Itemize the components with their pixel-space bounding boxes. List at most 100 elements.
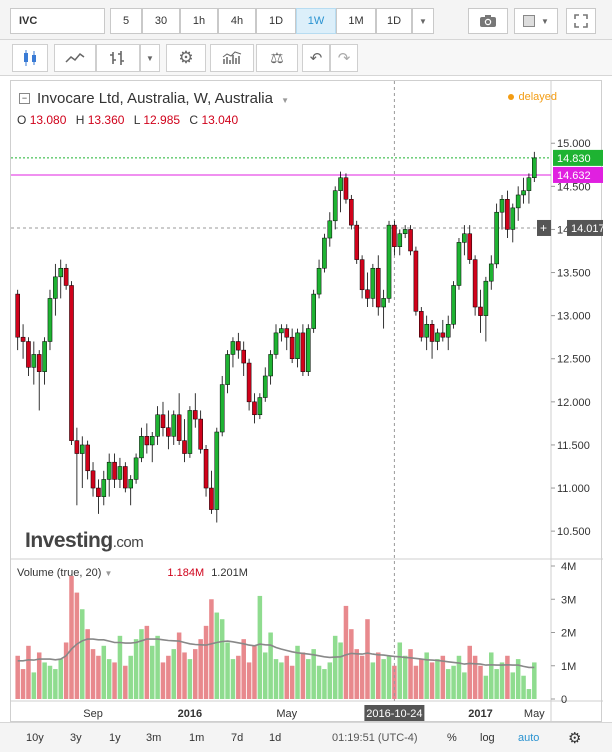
gear-icon[interactable]: ⚙ <box>568 730 582 747</box>
chart-area[interactable]: 10.500 11.000 11.500 12.000 12.500 13.000 13.5… <box>10 80 603 723</box>
camera-icon <box>480 15 496 27</box>
range-1m-button[interactable]: 1m <box>189 732 205 744</box>
candle-body <box>58 267 64 278</box>
interval-custom-button[interactable]: 1D <box>376 8 412 34</box>
volume-bar <box>343 605 349 699</box>
range-3y-button[interactable]: 3y <box>70 732 82 744</box>
chevron-down-icon: ▼ <box>146 53 154 63</box>
volume-bar <box>322 669 327 699</box>
crosshair-date-box <box>364 705 425 721</box>
volume-bar <box>445 669 451 699</box>
interval-1d-button[interactable]: 1D <box>256 8 296 34</box>
chevron-down-icon[interactable]: ▼ <box>104 569 113 578</box>
candle-body <box>192 410 198 420</box>
log-scale-button[interactable]: log <box>480 732 495 744</box>
candle-body <box>456 242 462 286</box>
range-3m-button[interactable]: 3m <box>146 732 162 744</box>
settings-button[interactable]: ⚙ <box>166 44 206 72</box>
price-label-text: 14.632 <box>557 170 591 182</box>
plus-icon[interactable]: + <box>540 221 547 235</box>
open-value: 13.080 <box>29 113 67 127</box>
volume-bar <box>451 665 456 699</box>
interval-1h-button[interactable]: 1h <box>180 8 218 34</box>
price-tick-label: 13.500 <box>557 268 591 280</box>
volume-tick-label: 0 <box>561 694 567 706</box>
investing-logo: Investing.com <box>25 529 144 553</box>
candle-body <box>171 414 177 437</box>
chart-type-button[interactable] <box>12 44 48 72</box>
volume-bar <box>279 662 284 699</box>
range-10y-button[interactable]: 10y <box>26 732 44 744</box>
candle-body <box>187 410 193 454</box>
volume-bar <box>300 652 306 699</box>
volume-bar <box>526 689 532 699</box>
candle-body <box>20 336 26 342</box>
candle-body <box>510 207 516 230</box>
candle-body <box>327 220 333 239</box>
volume-bar <box>133 639 139 699</box>
candle-body <box>26 341 31 368</box>
fullscreen-button[interactable] <box>566 8 596 34</box>
volume-bar <box>354 649 359 699</box>
compare-button[interactable]: ⚖ <box>256 44 298 72</box>
volume-bar <box>182 652 187 699</box>
low-label: L <box>133 113 141 127</box>
volume-bar <box>472 655 478 699</box>
interval-5-button[interactable]: 5 <box>110 8 142 34</box>
auto-scale-button[interactable]: auto <box>518 732 540 744</box>
chart-canvas[interactable]: 10.500 11.000 11.500 12.000 12.500 13.000 13.5… <box>11 81 603 723</box>
interval-1w-button[interactable]: 1W <box>296 8 336 34</box>
price-label-box <box>567 219 603 236</box>
interval-dropdown[interactable]: ▼ <box>412 8 434 34</box>
candle-body <box>494 211 499 265</box>
volume-bar <box>494 669 499 699</box>
candle-body <box>332 190 338 222</box>
range-7d-button[interactable]: 7d <box>231 732 244 744</box>
price-tick-label: 11.000 <box>557 483 590 495</box>
snapshot-button[interactable] <box>468 8 508 34</box>
range-1y-button[interactable]: 1y <box>109 732 121 744</box>
redo-button[interactable]: ↷ <box>330 44 358 72</box>
volume-legend: Volume (true, 20) ▼ 1.184M 1.201M <box>17 567 248 579</box>
line-chart-button[interactable] <box>54 44 96 72</box>
percent-scale-button[interactable]: % <box>447 732 457 744</box>
candle-body <box>435 332 440 342</box>
undo-button[interactable]: ↶ <box>302 44 330 72</box>
crosshair-add-button[interactable] <box>537 219 551 236</box>
candle-body <box>349 199 354 226</box>
time-tick-label: 2016 <box>178 708 202 720</box>
ohlc-readout: O 13.080 H 13.360 L 12.985 C 13.040 <box>17 113 244 127</box>
collapse-icon[interactable]: − <box>19 93 30 104</box>
bar-chart-button[interactable] <box>96 44 140 72</box>
candle-body <box>257 397 263 416</box>
line-chart-icon <box>65 52 85 63</box>
volume-bar <box>488 652 494 699</box>
redo-icon: ↷ <box>337 50 351 67</box>
indicators-icon <box>222 51 242 64</box>
candle-body <box>478 306 483 316</box>
volume-bar <box>203 625 209 699</box>
range-1d-button[interactable]: 1d <box>269 732 282 744</box>
interval-30-button[interactable]: 30 <box>142 8 180 34</box>
candle-body <box>117 466 123 480</box>
volume-bar <box>241 639 246 699</box>
chart-type-dropdown[interactable]: ▼ <box>140 44 160 72</box>
volume-bar <box>47 665 53 699</box>
logo-main: Investing <box>25 529 113 552</box>
symbol-input[interactable]: IVC <box>10 8 105 34</box>
volume-bar <box>15 655 20 699</box>
candle-body <box>47 298 53 342</box>
volume-bar <box>311 649 316 699</box>
volume-bar <box>505 655 510 699</box>
chevron-down-icon[interactable]: ▼ <box>281 96 290 105</box>
chart-style-button[interactable]: ▼ <box>514 8 558 34</box>
square-icon <box>523 15 536 27</box>
interval-4h-button[interactable]: 4h <box>218 8 256 34</box>
volume-bar <box>31 672 37 699</box>
interval-1m-button[interactable]: 1M <box>336 8 376 34</box>
candle-body <box>225 354 230 385</box>
indicators-button[interactable] <box>210 44 254 72</box>
candle-body <box>467 233 473 260</box>
volume-ma-line <box>17 638 535 669</box>
